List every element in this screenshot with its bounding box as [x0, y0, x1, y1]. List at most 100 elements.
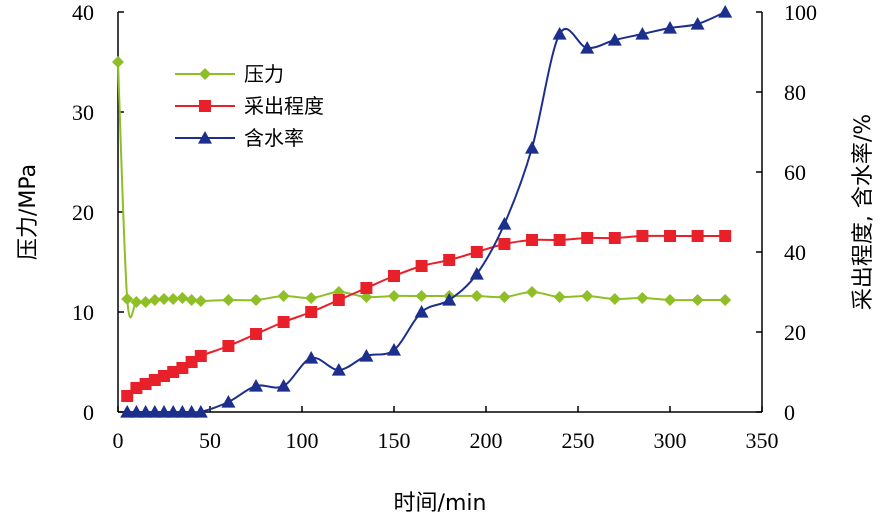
- data-point: [360, 282, 373, 294]
- y-left-axis-ticks: 0 10 20 30 40: [72, 0, 124, 425]
- y-right-tick-label: 80: [784, 80, 806, 105]
- y-right-tick-label: 20: [784, 320, 806, 345]
- legend-label: 含水率: [244, 126, 304, 150]
- data-point: [176, 292, 189, 304]
- data-point: [138, 405, 153, 418]
- data-point: [305, 292, 318, 304]
- x-tick-label: 300: [654, 428, 687, 453]
- y-left-axis-title: 压力/MPa: [16, 164, 41, 260]
- data-point: [690, 17, 705, 30]
- data-point: [552, 27, 567, 40]
- y-right-tick-label: 0: [784, 400, 795, 425]
- data-point: [185, 294, 198, 306]
- data-point: [387, 343, 401, 356]
- data-point: [580, 41, 595, 54]
- data-point: [139, 378, 152, 390]
- data-point: [691, 294, 704, 306]
- data-point: [498, 238, 511, 250]
- y-left-tick-label: 30: [72, 100, 94, 125]
- data-point: [526, 234, 538, 246]
- data-point: [443, 254, 456, 266]
- legend-marker: [198, 131, 212, 144]
- x-axis-ticks: 0 50 100 150 200 250 300 350: [113, 406, 779, 453]
- y-left-tick-label: 40: [72, 0, 94, 25]
- data-point: [498, 291, 511, 303]
- data-point: [635, 27, 650, 40]
- data-point: [276, 379, 291, 392]
- x-tick-label: 250: [562, 428, 595, 453]
- data-point: [158, 293, 170, 305]
- data-point: [250, 328, 262, 340]
- data-point: [664, 230, 676, 242]
- series-1: [121, 230, 732, 402]
- data-point: [157, 405, 171, 418]
- data-point: [130, 296, 143, 308]
- data-point: [663, 21, 677, 34]
- data-point: [581, 290, 594, 302]
- x-tick-label: 350: [746, 428, 779, 453]
- data-point: [636, 292, 649, 304]
- data-point: [470, 246, 483, 258]
- y-left-tick-label: 10: [72, 300, 94, 325]
- data-point: [305, 306, 318, 318]
- legend-label: 采出程度: [244, 94, 324, 118]
- legend-item: 压力: [175, 62, 284, 86]
- legend-marker: [199, 68, 211, 80]
- data-point: [664, 294, 676, 306]
- data-point: [719, 294, 732, 306]
- data-point: [359, 349, 374, 362]
- y-right-axis-ticks: 0 20 40 60 80 100: [756, 0, 817, 425]
- y-right-tick-label: 60: [784, 160, 806, 185]
- x-axis-title: 时间/min: [394, 491, 487, 516]
- legend-item: 采出程度: [175, 94, 324, 118]
- data-point: [277, 316, 290, 328]
- data-point: [718, 5, 733, 18]
- legend-marker: [199, 100, 211, 112]
- data-point: [167, 366, 180, 378]
- data-point: [553, 234, 566, 246]
- data-point: [148, 374, 161, 386]
- data-point: [249, 379, 263, 392]
- data-point: [130, 382, 143, 394]
- data-point: [194, 350, 207, 362]
- data-point: [636, 230, 649, 242]
- data-point: [608, 293, 621, 305]
- x-tick-label: 200: [470, 428, 503, 453]
- data-point: [331, 363, 346, 376]
- data-point: [691, 230, 704, 242]
- x-tick-label: 150: [378, 428, 411, 453]
- data-point: [222, 340, 235, 352]
- data-point: [581, 232, 594, 244]
- data-point: [526, 286, 538, 298]
- y-right-tick-label: 40: [784, 240, 806, 265]
- data-point: [469, 267, 484, 280]
- data-point: [148, 294, 161, 306]
- data-point: [184, 405, 199, 418]
- data-point: [139, 296, 152, 308]
- plot-area: [112, 5, 733, 418]
- data-point: [167, 293, 180, 305]
- data-point: [175, 405, 190, 418]
- data-point: [221, 395, 236, 408]
- data-point: [525, 141, 539, 154]
- data-point: [250, 294, 262, 306]
- data-point: [608, 232, 621, 244]
- data-point: [185, 356, 198, 368]
- data-point: [415, 260, 428, 272]
- y-left-tick-label: 0: [83, 400, 94, 425]
- data-point: [388, 270, 400, 282]
- data-point: [414, 305, 429, 318]
- y-right-axis-title: 采出程度, 含水率/%: [851, 114, 876, 310]
- data-point: [719, 230, 732, 242]
- data-point: [121, 293, 134, 305]
- x-tick-label: 100: [286, 428, 319, 453]
- data-point: [194, 295, 207, 307]
- data-point: [415, 290, 428, 302]
- x-tick-label: 50: [199, 428, 221, 453]
- data-point: [147, 405, 162, 418]
- data-point: [442, 293, 457, 306]
- data-point: [553, 291, 566, 303]
- data-point: [129, 405, 144, 418]
